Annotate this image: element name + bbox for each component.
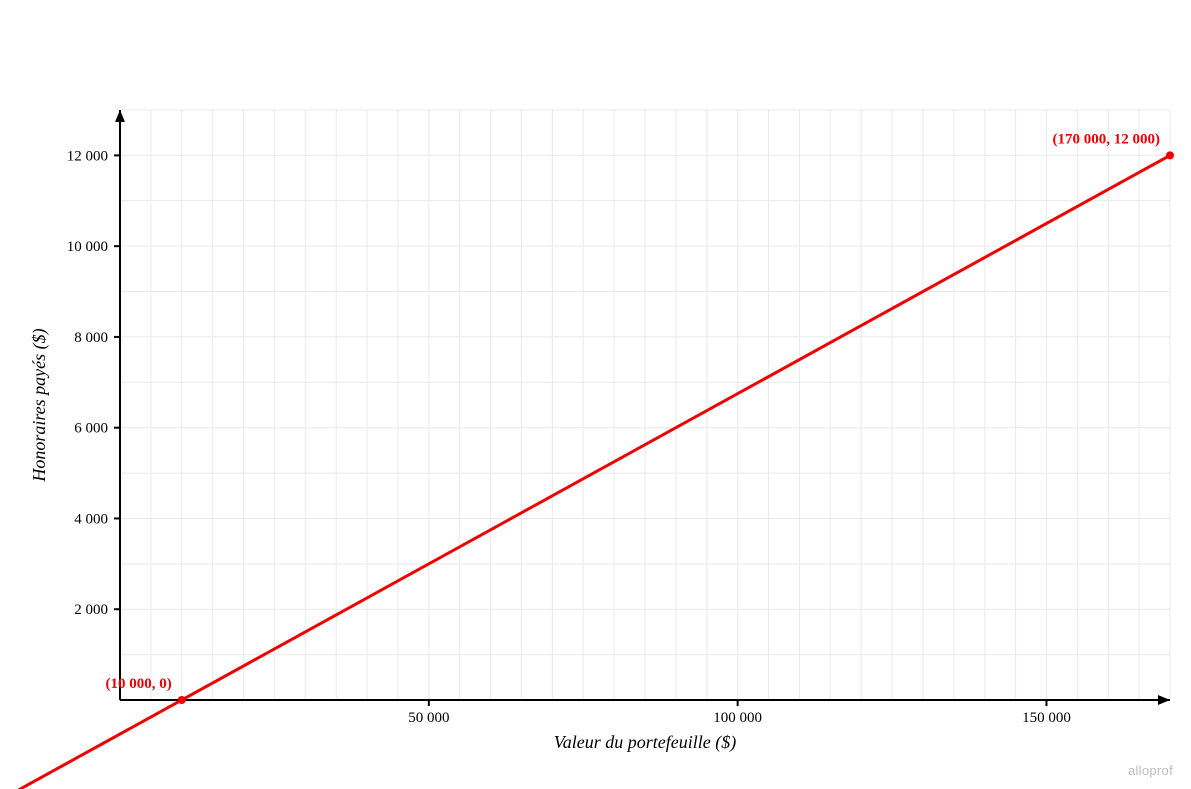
axes (115, 110, 1170, 705)
x-tick-label: 150 000 (1022, 710, 1071, 726)
y-axis-label: Honoraires payés ($) (29, 328, 50, 482)
regression-line (0, 155, 1170, 789)
x-axis-arrow-icon (1158, 695, 1170, 705)
xy-line-chart: 50 000 100 000 150 000 2 000 4 000 6 000 8 000… (0, 0, 1191, 789)
data-point-label: (170 000, 12 000) (1053, 131, 1161, 147)
x-tick-label: 50 000 (408, 710, 449, 726)
gridlines (120, 110, 1170, 700)
y-tick-label: 12 000 (67, 148, 108, 164)
x-axis-label: Valeur du portefeuille ($) (554, 732, 736, 753)
y-tick-label: 6 000 (74, 421, 108, 437)
x-tick-label: 100 000 (713, 710, 762, 726)
tick-labels: 50 000 100 000 150 000 2 000 4 000 6 000 8 000… (67, 148, 1071, 726)
data-point (178, 696, 186, 704)
y-tick-label: 10 000 (67, 239, 108, 255)
watermark: alloprof (1128, 763, 1173, 778)
trend-line (0, 155, 1170, 789)
y-tick-label: 8 000 (74, 330, 108, 346)
data-point-label: (10 000, 0) (106, 676, 172, 692)
y-axis-arrow-icon (115, 110, 125, 122)
y-tick-label: 2 000 (74, 602, 108, 618)
data-point (1166, 151, 1174, 159)
y-tick-label: 4 000 (74, 511, 108, 527)
data-points: (10 000, 0) (170 000, 12 000) (106, 131, 1174, 704)
